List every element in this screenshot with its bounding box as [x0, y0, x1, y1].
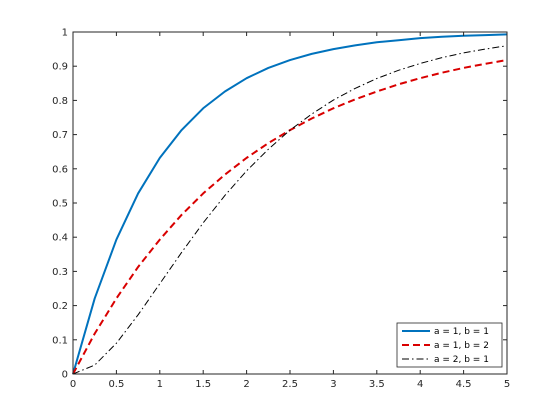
x-tick-label: 0 [70, 379, 76, 390]
y-tick-label: 0.1 [52, 335, 68, 346]
x-tick-label: 5 [504, 379, 510, 390]
y-tick-label: 1 [62, 28, 68, 39]
legend-label-3: a = 2, b = 1 [434, 355, 489, 365]
y-tick-label: 0.6 [52, 164, 68, 175]
y-tick-label: 0.2 [52, 301, 68, 312]
plot-area [73, 32, 507, 374]
x-tick-label: 1.5 [195, 379, 211, 390]
x-tick-label: 1 [157, 379, 163, 390]
series-line-3 [72, 45, 508, 375]
x-tick-label: 2.5 [282, 379, 298, 390]
x-tick-label: 2 [243, 379, 249, 390]
series-layer [72, 33, 508, 375]
y-tick-label: 0 [62, 370, 68, 381]
legend: a = 1, b = 1 a = 1, b = 2 a = 2, b = 1 [396, 322, 503, 368]
series-line-1 [72, 33, 508, 375]
x-tick-label: 4 [417, 379, 423, 390]
x-tick-label: 3 [330, 379, 336, 390]
y-tick-label: 0.5 [52, 199, 68, 210]
y-tick-label: 0.7 [52, 130, 68, 141]
y-tick-label: 0.9 [52, 62, 68, 73]
legend-label-1: a = 1, b = 1 [434, 327, 489, 337]
x-tick-label: 0.5 [108, 379, 124, 390]
x-tick-label: 3.5 [369, 379, 385, 390]
x-tick-label: 4.5 [456, 379, 472, 390]
y-tick-label: 0.4 [52, 233, 68, 244]
y-tick-label: 0.3 [52, 267, 68, 278]
y-tick-label: 0.8 [52, 96, 68, 107]
legend-label-2: a = 1, b = 2 [434, 341, 489, 351]
axes-layer: 0 0.5 1 1.5 2 2.5 3 3.5 4 4.5 5 0 0.1 0.2 0.3 0.4 0.5 0.6… [52, 28, 510, 391]
